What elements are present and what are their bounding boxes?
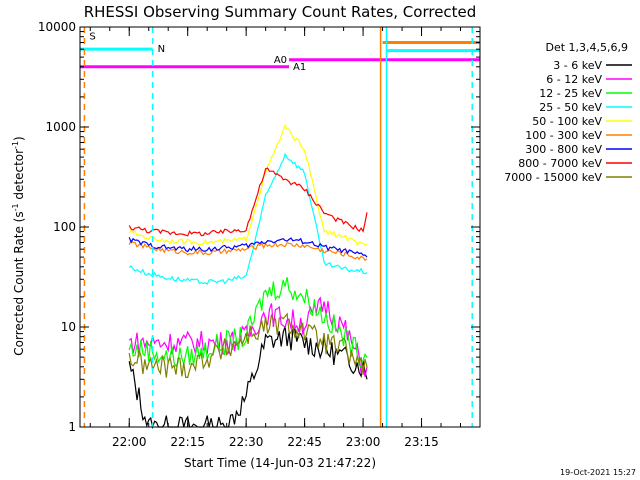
y-tick-label: 1000 (45, 120, 76, 134)
y-axis-label-part: detector (12, 149, 26, 204)
timestamp: 19-Oct-2021 15:27 (560, 468, 636, 477)
series-line (128, 123, 368, 247)
legend-entry-label: 800 - 7000 keV (518, 157, 602, 170)
series-line (128, 296, 368, 377)
legend-entry-label: 100 - 300 keV (525, 129, 602, 142)
x-axis-label: Start Time (14-Jun-03 21:47:22) (184, 456, 376, 470)
legend-entry-label: 50 - 100 keV (532, 115, 602, 128)
legend-entry-label: 3 - 6 keV (553, 59, 602, 72)
y-axis-label: Corrected Count Rate (s-1 detector-1) (11, 136, 26, 355)
plot-frame (79, 26, 481, 428)
y-axis-label-sup: -1 (11, 203, 20, 211)
x-tick-label: 23:15 (404, 435, 439, 449)
series-line (128, 239, 368, 262)
y-axis-label-sup: -1 (11, 141, 20, 149)
series-line (128, 237, 368, 258)
x-axis: 22:00 22:15 22:30 22:45 23:00 23:15 (89, 27, 481, 449)
chart-title: RHESSI Observing Summary Count Rates, Co… (84, 3, 477, 21)
marker-label: S (89, 32, 95, 43)
y-axis-label-part: ) (12, 136, 26, 141)
marker-layer: A0 A1 S N (80, 27, 480, 427)
y-axis-label-part: Corrected Count Rate (s (12, 211, 26, 355)
legend-title: Det 1,3,4,5,6,9 (545, 41, 628, 54)
x-tick-label: 22:15 (170, 435, 205, 449)
series-line (128, 152, 368, 285)
x-tick-label: 23:00 (346, 435, 381, 449)
legend-entry-label: 25 - 50 keV (539, 101, 602, 114)
y-tick-label: 100 (53, 220, 76, 234)
series-layer (128, 123, 368, 430)
marker-label: N (158, 44, 165, 55)
legend-entry-label: 12 - 25 keV (539, 87, 602, 100)
x-tick-label: 22:45 (287, 435, 322, 449)
band-label: A1 (293, 62, 306, 73)
x-tick-label: 22:30 (229, 435, 264, 449)
y-tick-label: 10000 (38, 20, 76, 34)
x-tick-label: 22:00 (112, 435, 147, 449)
y-axis: 1 10 100 1000 10000 (38, 20, 480, 434)
legend-entry-label: 7000 - 15000 keV (504, 171, 602, 184)
legend-entry-label: 6 - 12 keV (546, 73, 602, 86)
band-label: A0 (274, 55, 287, 66)
y-tick-label: 10 (61, 320, 76, 334)
series-line (128, 312, 368, 378)
y-tick-label: 1 (68, 420, 76, 434)
series-line (128, 167, 368, 237)
legend-entry-label: 300 - 800 keV (525, 143, 602, 156)
